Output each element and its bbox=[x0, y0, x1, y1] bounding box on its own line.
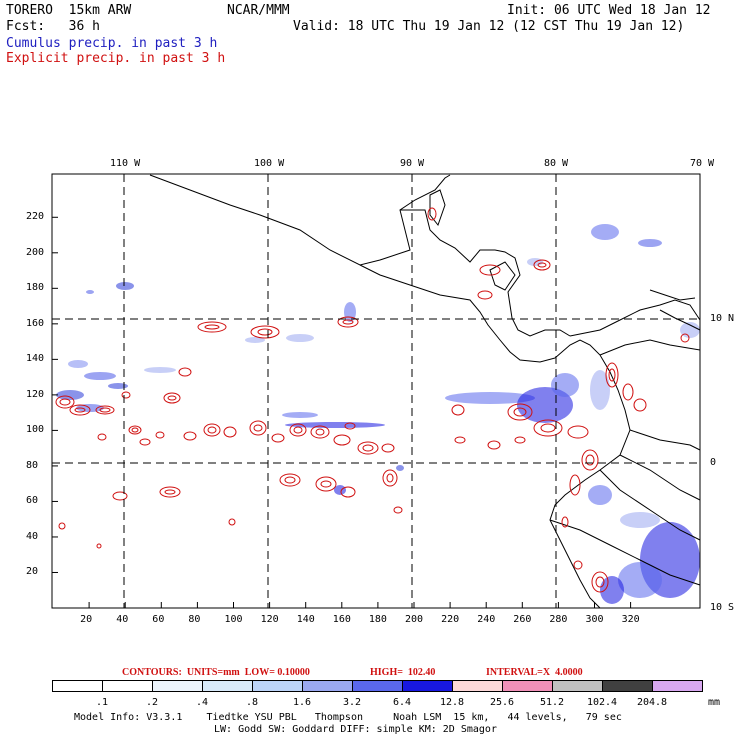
explicit-precip-contours bbox=[55, 207, 690, 593]
colorbar-swatch bbox=[502, 680, 553, 692]
colorbar-label: .4 bbox=[195, 697, 209, 708]
cumulus-precip-areas bbox=[56, 224, 700, 604]
legend-explicit: Explicit precip. in past 3 h bbox=[6, 51, 226, 66]
colorbar-label: .1 bbox=[95, 697, 109, 708]
lon-label-110w: 110 W bbox=[110, 158, 141, 169]
x-tick-label: 320 bbox=[621, 614, 640, 625]
y-tick-label: 100 bbox=[26, 424, 45, 436]
y-tick-label: 160 bbox=[26, 317, 45, 329]
lon-label-90w: 90 W bbox=[400, 158, 425, 169]
model-title: TORERO 15km ARW bbox=[6, 3, 132, 18]
colorbar-swatch bbox=[302, 680, 353, 692]
colorbar-label: 3.2 bbox=[342, 697, 362, 708]
x-tick-label: 120 bbox=[260, 614, 279, 625]
y-tick-label: 220 bbox=[26, 211, 45, 223]
x-tick-label: 240 bbox=[477, 614, 496, 625]
forecast-hour: Fcst: 36 h bbox=[6, 19, 100, 34]
init-time: Init: 06 UTC Wed 18 Jan 12 bbox=[507, 3, 711, 18]
x-tick-label: 160 bbox=[332, 614, 351, 625]
x-tick-label: 200 bbox=[405, 614, 424, 625]
y-tick-label: 140 bbox=[26, 353, 45, 365]
y-tick-label: 120 bbox=[26, 388, 45, 400]
contours-info: CONTOURS: UNITS=mm LOW= 0.10000 bbox=[122, 667, 310, 678]
colorbar-unit: mm bbox=[708, 697, 721, 708]
lat-label-10n: 10 N bbox=[710, 313, 735, 324]
y-tick-label: 40 bbox=[26, 530, 39, 542]
colorbar-label: 1.6 bbox=[292, 697, 312, 708]
x-tick-label: 80 bbox=[188, 614, 201, 625]
x-tick-label: 100 bbox=[224, 614, 243, 625]
lat-label-10s: 10 S bbox=[710, 602, 735, 613]
physics-info: LW: Godd SW: Goddard DIFF: simple KM: 2D… bbox=[214, 724, 497, 735]
colorbar-swatch bbox=[152, 680, 203, 692]
lat-label-0: 0 bbox=[710, 457, 717, 468]
colorbar-label: 204.8 bbox=[636, 697, 668, 708]
colorbar-label: 51.2 bbox=[539, 697, 565, 708]
colorbar-swatch bbox=[102, 680, 153, 692]
graticule bbox=[52, 174, 700, 608]
colorbar-label: 25.6 bbox=[489, 697, 515, 708]
contours-high: HIGH= 102.40 bbox=[370, 667, 436, 678]
colorbar-swatch bbox=[202, 680, 253, 692]
colorbar-label: .2 bbox=[145, 697, 159, 708]
map-frame bbox=[51, 173, 701, 609]
y-tick-label: 60 bbox=[26, 495, 39, 507]
x-tick-label: 60 bbox=[152, 614, 165, 625]
colorbar-swatch bbox=[352, 680, 403, 692]
colorbar-swatch bbox=[452, 680, 503, 692]
x-tick-label: 180 bbox=[368, 614, 387, 625]
colorbar-swatch bbox=[252, 680, 303, 692]
lon-label-70w: 70 W bbox=[690, 158, 715, 169]
colorbar-swatch bbox=[52, 680, 103, 692]
colorbar-swatch bbox=[402, 680, 453, 692]
x-tick-label: 300 bbox=[585, 614, 604, 625]
x-tick-label: 260 bbox=[513, 614, 532, 625]
coastlines bbox=[149, 174, 701, 609]
x-tick-label: 220 bbox=[441, 614, 460, 625]
x-tick-label: 140 bbox=[296, 614, 315, 625]
colorbar-label: .8 bbox=[245, 697, 259, 708]
org-label: NCAR/MMM bbox=[227, 3, 290, 18]
colorbar-swatch bbox=[552, 680, 603, 692]
legend-cumulus: Cumulus precip. in past 3 h bbox=[6, 36, 218, 51]
lon-label-80w: 80 W bbox=[544, 158, 569, 169]
colorbar-swatch bbox=[602, 680, 653, 692]
y-tick-label: 20 bbox=[26, 566, 39, 578]
axis-ticks bbox=[52, 216, 632, 608]
model-info: Model Info: V3.3.1 Tiedtke YSU PBL Thomp… bbox=[74, 712, 622, 723]
x-tick-label: 280 bbox=[549, 614, 568, 625]
colorbar-label: 102.4 bbox=[586, 697, 618, 708]
x-tick-label: 20 bbox=[80, 614, 93, 625]
valid-time: Valid: 18 UTC Thu 19 Jan 12 (12 CST Thu … bbox=[293, 19, 685, 34]
colorbar-label: 12.8 bbox=[439, 697, 465, 708]
y-tick-label: 200 bbox=[26, 246, 45, 258]
colorbar-label: 6.4 bbox=[392, 697, 412, 708]
contours-interval: INTERVAL=X 4.0000 bbox=[486, 667, 583, 678]
lon-label-100w: 100 W bbox=[254, 158, 285, 169]
x-tick-label: 40 bbox=[116, 614, 129, 625]
y-tick-label: 180 bbox=[26, 282, 45, 294]
colorbar-swatch bbox=[652, 680, 703, 692]
y-tick-label: 80 bbox=[26, 459, 39, 471]
